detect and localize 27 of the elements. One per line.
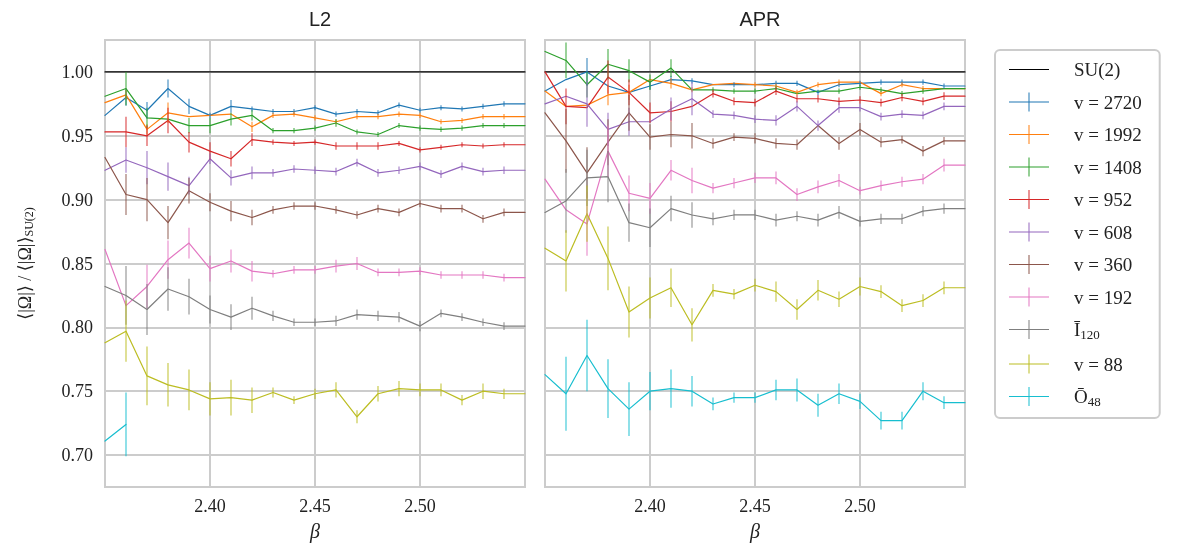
x-axis-title: β: [749, 520, 761, 543]
legend-label: v = 608: [1074, 221, 1133, 243]
legend-label: v = 88: [1074, 353, 1123, 375]
y-axis-title: ⟨|Ω|⟩ / ⟨|Ω|⟩SU(2): [15, 207, 36, 320]
y-tick-label: 0.90: [61, 189, 93, 210]
x-axis-title: β: [309, 520, 321, 543]
y-tick-label: 1.00: [61, 61, 93, 82]
y-tick-label: 0.85: [61, 253, 93, 274]
x-tick-label: 2.45: [739, 496, 771, 516]
x-tick-label: 2.50: [844, 496, 876, 516]
x-tick-label: 2.40: [634, 496, 666, 516]
legend-label: v = 192: [1074, 286, 1133, 308]
y-tick-label: 0.75: [61, 381, 93, 402]
chart-title: APR: [739, 8, 781, 30]
legend-label: v = 2720: [1074, 91, 1142, 113]
y-tick-label: 0.70: [61, 445, 93, 466]
legend-label: v = 1992: [1074, 124, 1142, 145]
y-tick-label: 0.95: [61, 125, 93, 146]
legend-label: SU(2): [1074, 59, 1121, 81]
x-tick-label: 2.45: [299, 496, 331, 516]
legend-label: v = 1408: [1074, 156, 1142, 178]
x-tick-label: 2.50: [404, 496, 436, 516]
y-tick-label: 0.80: [61, 317, 93, 338]
x-tick-label: 2.40: [194, 496, 226, 516]
legend-label: v = 952: [1074, 189, 1133, 210]
legend-label: v = 360: [1074, 254, 1133, 275]
chart-title: L2: [308, 8, 332, 30]
